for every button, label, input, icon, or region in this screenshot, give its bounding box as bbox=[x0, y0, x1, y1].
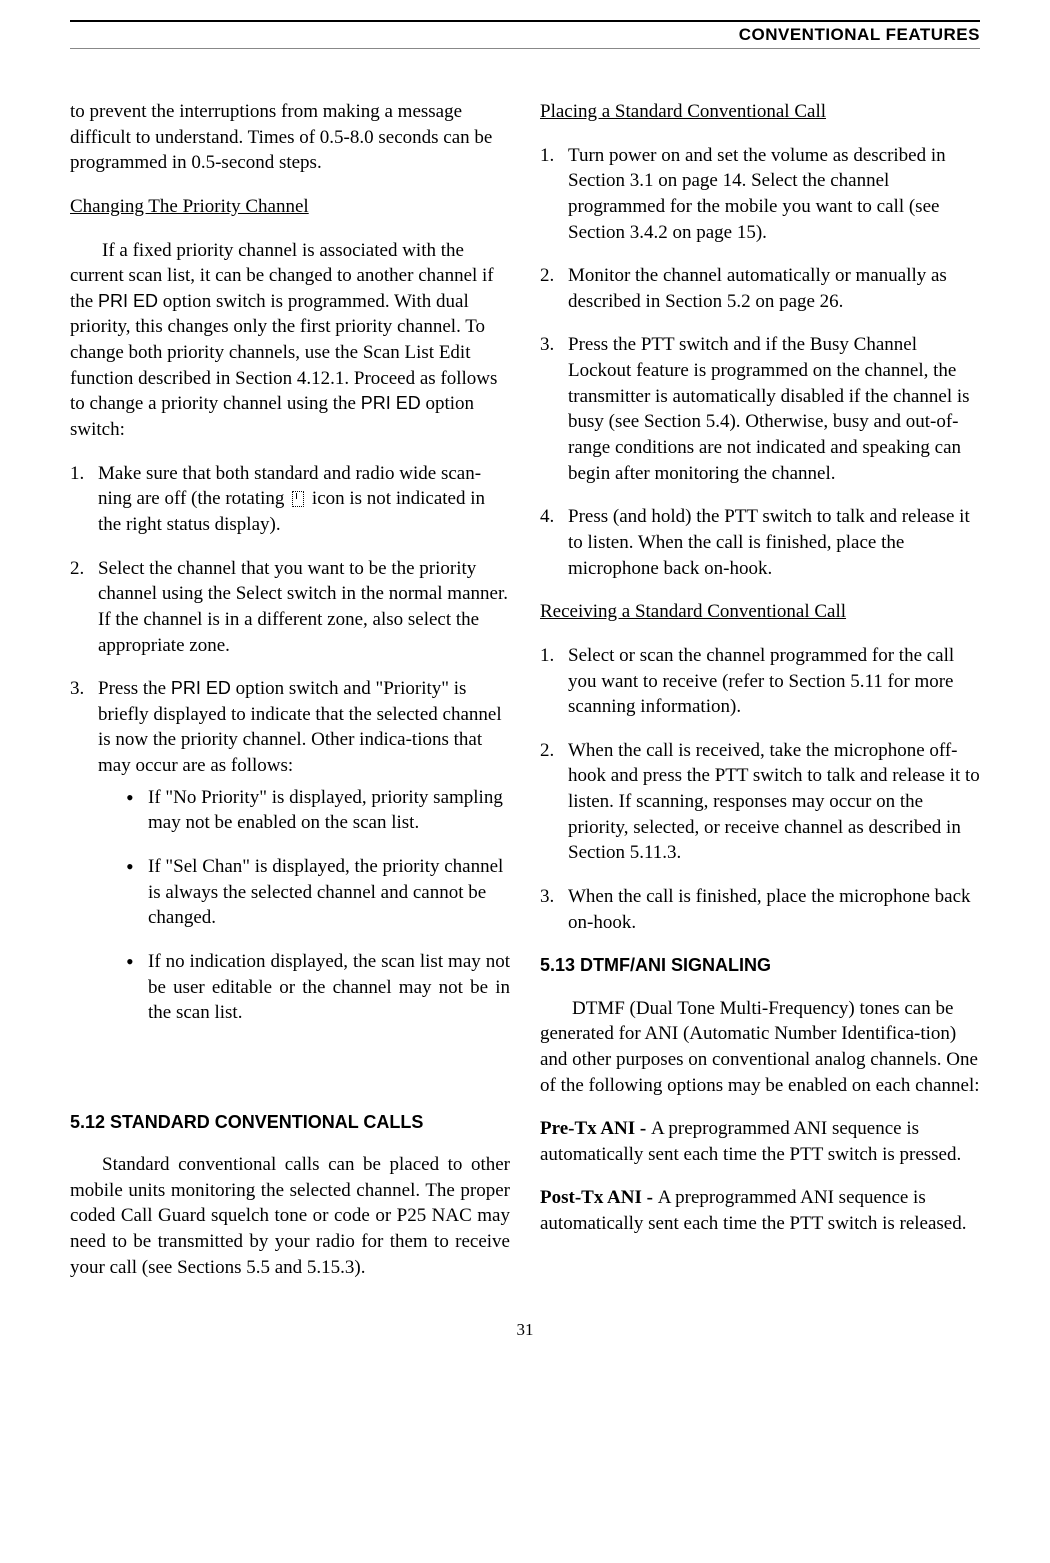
term-label: Pre-Tx ANI - bbox=[540, 1118, 651, 1139]
list-item: 3. When the call is finished, place the m… bbox=[540, 884, 980, 935]
right-column: Placing a Standard Conventional Call 1. T… bbox=[540, 99, 980, 1298]
text: Select the channel that you want to be t… bbox=[98, 558, 508, 656]
option-switch-label: PRI ED bbox=[361, 393, 421, 413]
list-item: 1. Make sure that both standard and radi… bbox=[70, 461, 510, 538]
list-number: 1. bbox=[70, 461, 84, 487]
list-number: 1. bbox=[540, 643, 554, 669]
text: Press (and hold) the PTT switch to talk … bbox=[568, 506, 970, 578]
option-switch-label: PRI ED bbox=[171, 678, 231, 698]
numbered-list: 1. Select or scan the channel programmed … bbox=[540, 643, 980, 935]
body-text: to prevent the interruptions from making… bbox=[70, 99, 510, 176]
list-item: If "No Priority" is displayed, priority … bbox=[126, 785, 510, 836]
numbered-list: 1. Turn power on and set the volume as de… bbox=[540, 143, 980, 582]
option-switch-label: PRI ED bbox=[98, 291, 158, 311]
page-header: CONVENTIONAL FEATURES bbox=[70, 20, 980, 49]
page: CONVENTIONAL FEATURES to prevent the int… bbox=[0, 0, 1050, 1370]
numbered-list: 1. Make sure that both standard and radi… bbox=[70, 461, 510, 1026]
list-item: 1. Select or scan the channel programmed … bbox=[540, 643, 980, 720]
list-number: 2. bbox=[540, 263, 554, 289]
list-number: 2. bbox=[540, 738, 554, 764]
text: When the call is received, take the micr… bbox=[568, 740, 980, 864]
list-item: If no indication displayed, the scan lis… bbox=[126, 949, 510, 1026]
list-item: 2. Monitor the channel automatically or m… bbox=[540, 263, 980, 314]
page-number: 31 bbox=[517, 1320, 534, 1339]
list-item: 4. Press (and hold) the PTT switch to tal… bbox=[540, 504, 980, 581]
content-columns: to prevent the interruptions from making… bbox=[70, 99, 980, 1298]
list-number: 3. bbox=[540, 332, 554, 358]
body-text: Standard conventional calls can be place… bbox=[70, 1152, 510, 1280]
page-footer: 31 bbox=[70, 1298, 980, 1340]
text: Select or scan the channel programmed fo… bbox=[568, 645, 954, 717]
list-number: 3. bbox=[540, 884, 554, 910]
list-item: 3. Press the PTT switch and if the Busy C… bbox=[540, 332, 980, 486]
text: When the call is finished, place the mic… bbox=[568, 886, 971, 933]
left-column: to prevent the interruptions from making… bbox=[70, 99, 510, 1298]
list-number: 1. bbox=[540, 143, 554, 169]
list-number: 4. bbox=[540, 504, 554, 530]
list-item: 2. Select the channel that you want to b… bbox=[70, 556, 510, 659]
subheading: Placing a Standard Conventional Call bbox=[540, 99, 980, 125]
list-number: 2. bbox=[70, 556, 84, 582]
text: Press the bbox=[98, 678, 171, 699]
header-title: CONVENTIONAL FEATURES bbox=[70, 25, 980, 45]
list-number: 3. bbox=[70, 676, 84, 702]
bullet-list: If "No Priority" is displayed, priority … bbox=[98, 785, 510, 1026]
subheading: Changing The Priority Channel bbox=[70, 194, 510, 220]
subheading: Receiving a Standard Conventional Call bbox=[540, 599, 980, 625]
list-item: 2. When the call is received, take the mi… bbox=[540, 738, 980, 866]
text: Turn power on and set the volume as desc… bbox=[568, 145, 946, 243]
text: Press the PTT switch and if the Busy Cha… bbox=[568, 334, 970, 483]
list-item: 3. Press the PRI ED option switch and "P… bbox=[70, 676, 510, 1026]
body-text: If a fixed priority channel is associate… bbox=[70, 238, 510, 443]
spacer bbox=[70, 1044, 510, 1104]
body-text: DTMF (Dual Tone Multi-Frequency) tones c… bbox=[540, 996, 980, 1099]
text: Monitor the channel automatically or man… bbox=[568, 265, 947, 312]
list-item: 1. Turn power on and set the volume as de… bbox=[540, 143, 980, 246]
scan-icon bbox=[291, 490, 305, 506]
section-heading: 5.12 STANDARD CONVENTIONAL CALLS bbox=[70, 1110, 510, 1134]
definition-item: Post-Tx ANI - A preprogrammed ANI sequen… bbox=[540, 1185, 980, 1236]
definition-item: Pre-Tx ANI - A preprogrammed ANI sequenc… bbox=[540, 1116, 980, 1167]
list-item: If "Sel Chan" is displayed, the priority… bbox=[126, 854, 510, 931]
term-label: Post-Tx ANI - bbox=[540, 1187, 658, 1208]
section-heading: 5.13 DTMF/ANI SIGNALING bbox=[540, 953, 980, 977]
